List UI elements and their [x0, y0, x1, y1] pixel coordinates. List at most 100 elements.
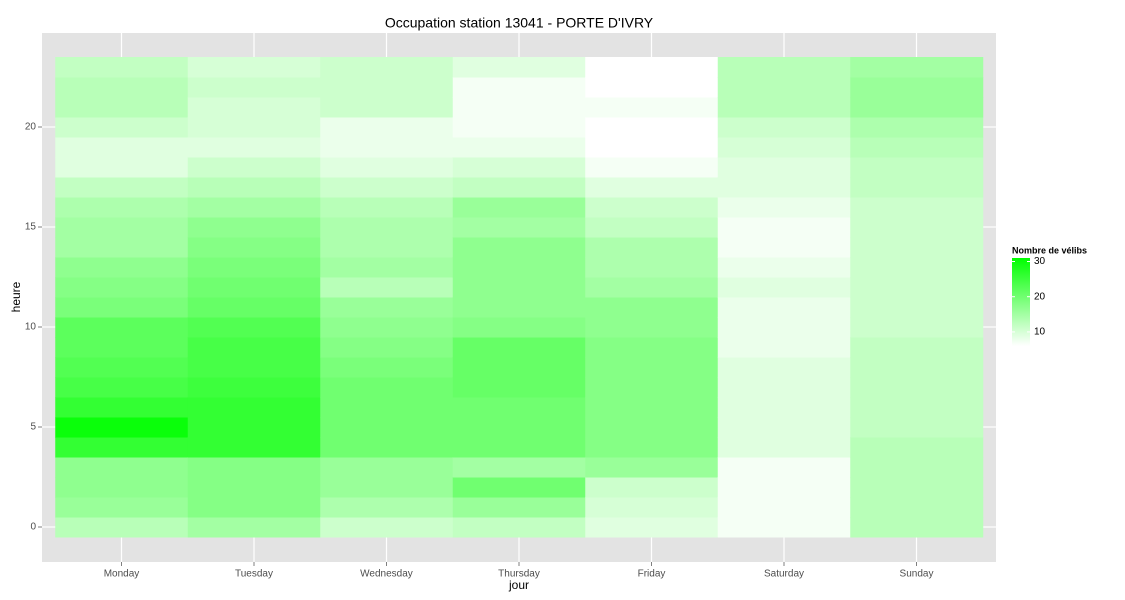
heat-cell — [717, 397, 851, 418]
y-tick-label: 15 — [25, 222, 37, 233]
color-bar — [1012, 258, 1030, 346]
heat-cell — [717, 277, 851, 298]
heat-cell — [55, 217, 189, 238]
heat-cell — [850, 317, 984, 338]
heat-cell — [717, 357, 851, 378]
heat-cell — [717, 157, 851, 178]
heat-cell — [585, 197, 719, 218]
heat-cell — [452, 337, 586, 358]
heat-cell — [585, 257, 719, 278]
heat-cell — [717, 457, 851, 478]
heat-cell — [320, 97, 454, 118]
heat-cell — [187, 357, 321, 378]
y-tick-label: 0 — [30, 522, 36, 533]
heat-cell — [187, 197, 321, 218]
heat-cell — [585, 237, 719, 258]
heat-cell — [320, 477, 454, 498]
heat-cell — [850, 197, 984, 218]
heat-cell — [717, 237, 851, 258]
heat-cell — [452, 197, 586, 218]
x-tick-label: Tuesday — [235, 569, 273, 580]
heat-cell — [187, 137, 321, 158]
heat-cell — [55, 497, 189, 518]
heat-cell — [320, 117, 454, 138]
heat-cell — [55, 157, 189, 178]
heat-cell — [585, 497, 719, 518]
heat-cell — [717, 77, 851, 98]
heat-cell — [320, 457, 454, 478]
heat-cell — [850, 477, 984, 498]
y-tick-label: 10 — [25, 322, 37, 333]
heat-cell — [320, 157, 454, 178]
y-tick-label: 5 — [30, 422, 36, 433]
heat-cell — [452, 397, 586, 418]
heat-cell — [585, 377, 719, 398]
heat-cell — [850, 497, 984, 518]
heat-cell — [585, 477, 719, 498]
heat-cell — [850, 297, 984, 318]
heat-cell — [452, 437, 586, 458]
heat-cell — [452, 77, 586, 98]
heat-cell — [452, 257, 586, 278]
heat-cell — [55, 297, 189, 318]
heat-cell — [717, 337, 851, 358]
heat-cell — [717, 417, 851, 438]
heat-cell — [320, 137, 454, 158]
heat-cell — [320, 77, 454, 98]
y-tick-label: 20 — [25, 122, 37, 133]
heat-cell — [187, 497, 321, 518]
heat-cell — [717, 257, 851, 278]
heat-cell — [187, 337, 321, 358]
heat-cell — [585, 117, 719, 138]
heat-cell — [320, 497, 454, 518]
heat-cell — [55, 257, 189, 278]
heat-cell — [320, 337, 454, 358]
heat-cell — [452, 357, 586, 378]
heat-cell — [55, 517, 189, 538]
heat-cell — [452, 497, 586, 518]
heat-cell — [187, 437, 321, 458]
heat-cell — [55, 277, 189, 298]
heat-cell — [55, 77, 189, 98]
heat-cell — [717, 317, 851, 338]
heat-cell — [320, 217, 454, 238]
heat-cell — [850, 217, 984, 238]
heat-cell — [320, 197, 454, 218]
x-tick-label: Wednesday — [360, 569, 413, 580]
heat-cell — [850, 77, 984, 98]
heat-cell — [585, 397, 719, 418]
heat-cell — [320, 397, 454, 418]
heat-cell — [55, 417, 189, 438]
heat-cell — [55, 117, 189, 138]
heat-cell — [320, 417, 454, 438]
heat-cell — [585, 297, 719, 318]
heat-cell — [717, 97, 851, 118]
heat-cell — [55, 477, 189, 498]
x-tick-label: Sunday — [900, 569, 934, 580]
heat-cell — [850, 177, 984, 198]
heat-cell — [187, 177, 321, 198]
x-axis-label: jour — [508, 578, 529, 592]
heat-cell — [585, 157, 719, 178]
heat-cell — [320, 357, 454, 378]
heat-cell — [850, 57, 984, 78]
heat-cell — [850, 417, 984, 438]
heat-cell — [187, 157, 321, 178]
heat-cell — [717, 57, 851, 78]
heat-cell — [717, 517, 851, 538]
heat-cell — [850, 457, 984, 478]
heat-cell — [850, 377, 984, 398]
heat-cell — [850, 437, 984, 458]
heat-cell — [850, 137, 984, 158]
heat-cell — [850, 157, 984, 178]
heat-cell — [585, 137, 719, 158]
heat-cell — [320, 317, 454, 338]
heat-cell — [850, 277, 984, 298]
heat-cell — [55, 437, 189, 458]
heat-cell — [717, 377, 851, 398]
color-tick-label: 20 — [1034, 291, 1046, 302]
heat-cell — [187, 97, 321, 118]
heat-cell — [187, 417, 321, 438]
legend-title: Nombre de vélibs — [1012, 245, 1087, 255]
x-tick-label: Saturday — [764, 569, 804, 580]
